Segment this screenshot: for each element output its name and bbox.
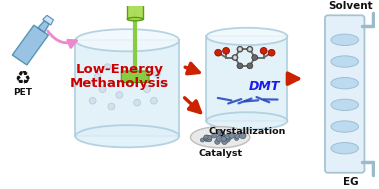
Circle shape: [240, 132, 246, 139]
Polygon shape: [12, 25, 49, 65]
Circle shape: [204, 135, 208, 139]
Circle shape: [139, 73, 146, 80]
Circle shape: [134, 99, 141, 106]
Circle shape: [260, 47, 267, 54]
Circle shape: [248, 47, 252, 51]
Ellipse shape: [75, 29, 179, 51]
Circle shape: [216, 136, 222, 142]
Ellipse shape: [331, 34, 359, 46]
Circle shape: [89, 97, 96, 104]
Circle shape: [212, 133, 217, 138]
Ellipse shape: [206, 28, 287, 45]
Circle shape: [150, 97, 157, 104]
Circle shape: [237, 46, 243, 52]
Ellipse shape: [331, 143, 359, 154]
Ellipse shape: [191, 127, 250, 148]
Circle shape: [222, 139, 227, 145]
Ellipse shape: [331, 56, 359, 67]
Circle shape: [221, 136, 226, 141]
Circle shape: [227, 136, 232, 140]
Circle shape: [94, 73, 101, 80]
Ellipse shape: [331, 99, 359, 111]
FancyBboxPatch shape: [127, 0, 143, 19]
FancyBboxPatch shape: [206, 36, 287, 121]
Circle shape: [268, 49, 275, 56]
Circle shape: [116, 92, 123, 98]
Circle shape: [229, 132, 235, 138]
Circle shape: [222, 47, 230, 54]
Ellipse shape: [127, 17, 143, 21]
Text: DMT: DMT: [249, 80, 280, 93]
Circle shape: [160, 80, 167, 87]
Ellipse shape: [127, 0, 143, 2]
Circle shape: [224, 136, 230, 142]
Circle shape: [235, 136, 239, 140]
Circle shape: [238, 47, 242, 51]
Circle shape: [200, 138, 204, 142]
Circle shape: [144, 86, 150, 93]
Ellipse shape: [206, 112, 287, 130]
Circle shape: [218, 130, 224, 137]
Text: ♻: ♻: [14, 71, 30, 89]
Circle shape: [247, 46, 253, 52]
Text: PET: PET: [13, 88, 32, 97]
Circle shape: [207, 136, 212, 140]
Text: Low-Energy: Low-Energy: [75, 63, 163, 76]
Circle shape: [215, 49, 222, 56]
Text: Crystallization: Crystallization: [208, 127, 285, 136]
Circle shape: [248, 47, 252, 51]
Circle shape: [207, 137, 212, 142]
Circle shape: [108, 103, 115, 110]
Circle shape: [232, 55, 238, 60]
Circle shape: [220, 133, 225, 138]
FancyBboxPatch shape: [325, 15, 365, 173]
Circle shape: [235, 134, 240, 139]
Ellipse shape: [331, 121, 359, 132]
Circle shape: [252, 55, 258, 60]
Circle shape: [204, 135, 210, 142]
Text: Methanolysis: Methanolysis: [70, 77, 169, 90]
Circle shape: [237, 63, 243, 69]
Circle shape: [104, 64, 111, 70]
Circle shape: [247, 63, 253, 69]
Ellipse shape: [331, 77, 359, 89]
Text: Solvent: Solvent: [328, 1, 373, 11]
Circle shape: [204, 136, 210, 141]
Text: EG: EG: [343, 177, 359, 187]
Circle shape: [220, 132, 225, 137]
Circle shape: [233, 56, 237, 59]
Circle shape: [233, 56, 237, 59]
Circle shape: [99, 86, 106, 93]
Circle shape: [225, 134, 230, 139]
Circle shape: [215, 139, 220, 144]
Ellipse shape: [75, 125, 179, 147]
Polygon shape: [43, 15, 53, 25]
Polygon shape: [38, 21, 49, 32]
Circle shape: [238, 47, 242, 51]
Text: Catalyst: Catalyst: [198, 149, 242, 158]
FancyBboxPatch shape: [75, 40, 179, 136]
Circle shape: [153, 70, 160, 77]
Circle shape: [206, 136, 211, 140]
FancyBboxPatch shape: [121, 71, 149, 83]
